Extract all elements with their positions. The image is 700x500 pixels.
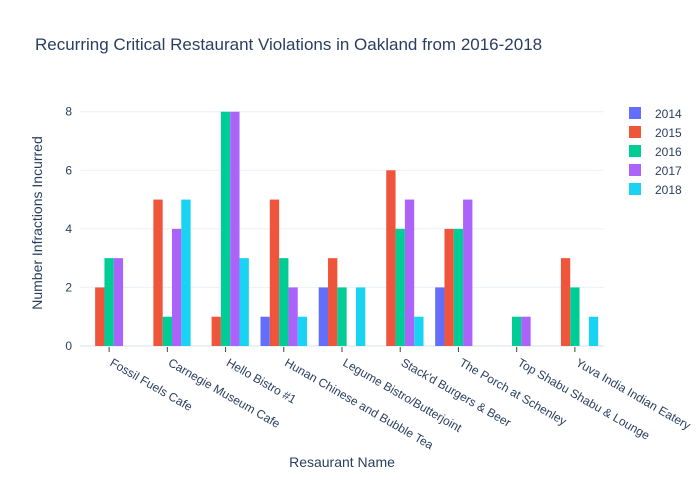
bar-2016-7 xyxy=(512,316,522,346)
legend-label-2014: 2014 xyxy=(655,107,682,121)
bar-2018-4 xyxy=(355,287,366,346)
bar-2014-6 xyxy=(435,287,445,346)
chart-title: Recurring Critical Restaurant Violations… xyxy=(35,35,542,54)
bar-2017-3 xyxy=(288,287,298,346)
bar-2018-2 xyxy=(239,258,249,346)
bar-2017-6 xyxy=(463,199,473,346)
bar-2017-5 xyxy=(404,199,415,346)
bar-2017-2 xyxy=(230,111,240,346)
legend-swatch-2017 xyxy=(629,164,641,176)
legend: 2014 2015 2016 2017 2018 xyxy=(629,107,682,197)
legend-label-2018: 2018 xyxy=(655,183,682,197)
bar-2018-1 xyxy=(181,199,191,346)
y-tick-label: 6 xyxy=(65,163,72,177)
bar-2015-1 xyxy=(153,199,163,346)
bar-2016-0 xyxy=(104,258,114,346)
legend-swatch-2016 xyxy=(629,145,641,157)
y-tick-label: 8 xyxy=(65,105,72,119)
bar-2016-8 xyxy=(570,287,580,346)
legend-swatch-2015 xyxy=(629,126,641,138)
bar-2015-4 xyxy=(328,258,338,346)
bar-2018-3 xyxy=(297,316,308,346)
bar-2016-6 xyxy=(453,228,464,346)
bar-2016-1 xyxy=(162,316,172,346)
y-tick-label: 2 xyxy=(65,280,72,294)
bar-2014-4 xyxy=(318,287,329,346)
bar-2015-3 xyxy=(269,199,280,346)
y-axis-title: Number Infractions Incurred xyxy=(29,136,45,310)
legend-label-2017: 2017 xyxy=(655,164,682,178)
bars xyxy=(95,111,599,346)
bar-2016-2 xyxy=(220,111,231,346)
x-axis-title: Resaurant Name xyxy=(289,454,395,470)
bar-2015-2 xyxy=(211,316,221,346)
y-axis-ticks: 0 2 4 6 8 xyxy=(65,105,72,353)
y-tick-label: 4 xyxy=(65,222,72,236)
bar-2016-5 xyxy=(395,228,405,346)
bar-2018-5 xyxy=(414,316,424,346)
bar-2017-0 xyxy=(113,258,124,346)
legend-label-2016: 2016 xyxy=(655,145,682,159)
bar-2016-3 xyxy=(279,258,289,346)
bar-2014-3 xyxy=(260,316,270,346)
bar-2017-1 xyxy=(171,228,182,346)
bar-2015-0 xyxy=(95,287,105,346)
bar-2015-5 xyxy=(386,170,396,346)
bar-2016-4 xyxy=(337,287,347,346)
legend-swatch-2014 xyxy=(629,107,641,119)
bar-2015-6 xyxy=(444,228,454,346)
legend-swatch-2018 xyxy=(629,183,641,195)
legend-label-2015: 2015 xyxy=(655,126,682,140)
bar-2017-7 xyxy=(521,316,531,346)
y-tick-label: 0 xyxy=(65,339,72,353)
bar-2015-8 xyxy=(560,258,571,346)
bar-2018-8 xyxy=(588,316,599,346)
